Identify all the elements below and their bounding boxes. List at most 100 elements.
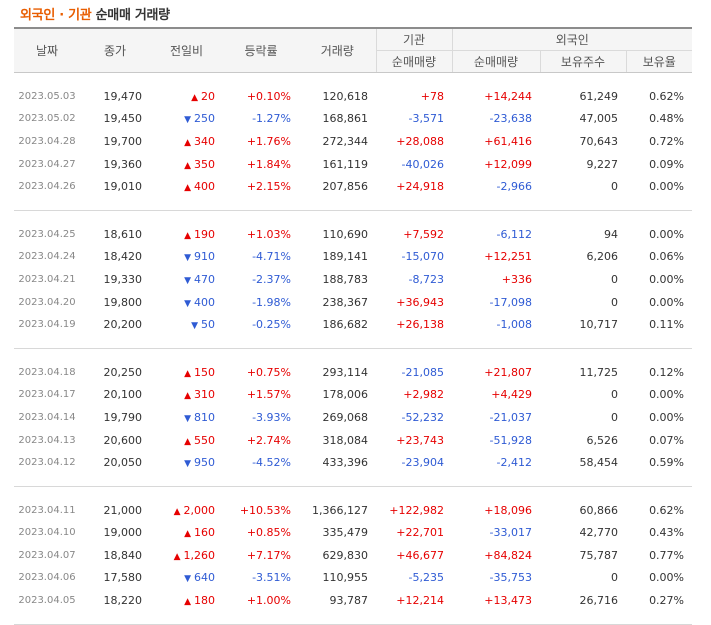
cell-diff: ▼ 810	[150, 406, 223, 429]
table-row: 2023.04.13 20,600 ▲ 550 +2.74% 318,084 +23,743…	[14, 429, 692, 452]
cell-foreign-net: -51,928	[489, 433, 532, 447]
cell-rate: -2.37%	[252, 272, 291, 286]
cell-date: 2023.04.20	[18, 296, 76, 308]
cell-rate: +7.17%	[246, 548, 291, 562]
spacer-cell	[14, 348, 692, 361]
cell-date: 2023.04.12	[18, 457, 76, 469]
cell-ratio: 0.27%	[649, 594, 685, 608]
cell-institution-net: +12,214	[396, 594, 444, 608]
cell-ratio: 0.43%	[649, 526, 685, 540]
trading-table: 날짜 종가 전일비 등락률 거래량 기관 외국인 순매매량 순매매량 보유주수 …	[14, 27, 693, 625]
cell-date: 2023.04.05	[18, 595, 76, 607]
cell-rate: +1.00%	[246, 594, 291, 608]
cell-institution-net: -21,085	[401, 365, 444, 379]
cell-date: 2023.04.17	[18, 389, 76, 401]
cell-volume: 269,068	[322, 410, 369, 424]
cell-foreign-net: -21,037	[489, 410, 532, 424]
cell-institution-net: +7,592	[403, 227, 444, 241]
cell-ratio: 0.62%	[649, 89, 685, 103]
table-row: 2023.04.19 20,200 ▼ 50 -0.25% 186,682 +26,138 -…	[14, 313, 692, 336]
cell-holdings: 0	[611, 571, 618, 585]
cell-institution-net: -3,571	[408, 112, 444, 126]
cell-close: 17,580	[103, 571, 143, 585]
cell-close: 19,360	[103, 157, 143, 171]
cell-diff: ▲ 400	[150, 175, 223, 198]
cell-date: 2023.04.18	[18, 366, 76, 378]
cell-volume: 120,618	[322, 89, 369, 103]
cell-volume: 93,787	[329, 594, 369, 608]
cell-rate: +2.15%	[246, 180, 291, 194]
diff-value: 180	[194, 594, 215, 608]
cell-volume: 186,682	[322, 318, 369, 332]
cell-rate: +1.57%	[246, 388, 291, 402]
cell-ratio: 0.06%	[649, 250, 685, 264]
cell-diff: ▼ 470	[150, 268, 223, 291]
cell-rate: +1.03%	[246, 227, 291, 241]
cell-foreign-net: -17,098	[489, 295, 532, 309]
diff-value: 550	[194, 433, 215, 447]
cell-foreign-net: -35,753	[489, 571, 532, 585]
cell-institution-net: +26,138	[396, 318, 444, 332]
cell-volume: 238,367	[322, 295, 369, 309]
cell-holdings: 58,454	[579, 456, 619, 470]
diff-value: 1,260	[183, 548, 216, 562]
cell-ratio: 0.00%	[649, 180, 685, 194]
header-rate: 등락률	[223, 27, 299, 73]
triangle-up-icon: ▲	[173, 551, 181, 562]
group-spacer	[14, 73, 692, 86]
cell-ratio: 0.72%	[649, 134, 685, 148]
cell-diff: ▼ 950	[150, 451, 223, 474]
cell-institution-net: -40,026	[401, 157, 444, 171]
cell-date: 2023.04.07	[18, 549, 76, 561]
cell-institution-net: +23,743	[396, 433, 444, 447]
cell-rate: -3.51%	[252, 571, 291, 585]
group-separator	[14, 611, 693, 625]
title-net-volume: 순매매 거래량	[95, 8, 170, 23]
cell-ratio: 0.07%	[649, 433, 685, 447]
cell-diff: ▼ 910	[150, 246, 223, 269]
cell-foreign-net: +12,099	[484, 157, 532, 171]
table-row: 2023.04.14 19,790 ▼ 810 -3.93% 269,068 -52,232…	[14, 406, 692, 429]
cell-date: 2023.04.25	[18, 228, 76, 240]
table-row: 2023.05.03 19,470 ▲ 20 +0.10% 120,618 +78 +14,2…	[14, 85, 692, 108]
cell-close: 19,470	[103, 89, 143, 103]
triangle-down-icon: ▼	[184, 298, 191, 309]
table-row: 2023.04.26 19,010 ▲ 400 +2.15% 207,856 +24,918…	[14, 175, 692, 198]
cell-foreign-net: -23,638	[489, 112, 532, 126]
table-row: 2023.04.28 19,700 ▲ 340 +1.76% 272,344 +28,088…	[14, 130, 692, 153]
table-row: 2023.04.27 19,360 ▲ 350 +1.84% 161,119 -40,026…	[14, 153, 692, 176]
diff-value: 340	[194, 134, 215, 148]
cell-close: 18,420	[103, 250, 143, 264]
triangle-down-icon: ▼	[184, 413, 191, 424]
cell-rate: -1.98%	[252, 295, 291, 309]
header-foreign-group: 외국인	[451, 27, 693, 51]
cell-close: 19,330	[103, 272, 143, 286]
cell-ratio: 0.09%	[649, 157, 685, 171]
diff-value: 2,000	[183, 503, 216, 517]
cell-foreign-net: +13,473	[484, 594, 532, 608]
group-spacer	[14, 486, 692, 499]
spacer-cell	[14, 73, 692, 86]
cell-volume: 335,479	[322, 526, 369, 540]
table-row: 2023.04.12 20,050 ▼ 950 -4.52% 433,396 -23,904…	[14, 451, 692, 474]
group-spacer	[14, 210, 692, 223]
cell-diff: ▲ 310	[150, 384, 223, 407]
table-row: 2023.04.10 19,000 ▲ 160 +0.85% 335,479 +22,701…	[14, 522, 692, 545]
cell-holdings: 11,725	[579, 365, 619, 379]
cell-ratio: 0.62%	[649, 503, 685, 517]
cell-date: 2023.04.21	[18, 273, 76, 285]
cell-close: 18,840	[103, 548, 143, 562]
cell-diff: ▲ 1,260	[150, 544, 223, 567]
table-header: 날짜 종가 전일비 등락률 거래량 기관 외국인 순매매량 순매매량 보유주수 …	[14, 27, 693, 73]
cell-holdings: 47,005	[579, 112, 619, 126]
cell-volume: 433,396	[322, 456, 369, 470]
cell-ratio: 0.00%	[649, 295, 685, 309]
table-row: 2023.04.07 18,840 ▲ 1,260 +7.17% 629,830 +46,6…	[14, 544, 692, 567]
diff-value: 190	[194, 227, 215, 241]
separator-cell	[14, 473, 693, 487]
diff-value: 250	[194, 112, 215, 126]
header-date: 날짜	[14, 27, 80, 73]
cell-foreign-net: +84,824	[484, 548, 532, 562]
cell-holdings: 70,643	[579, 134, 619, 148]
cell-foreign-net: +61,416	[484, 134, 532, 148]
